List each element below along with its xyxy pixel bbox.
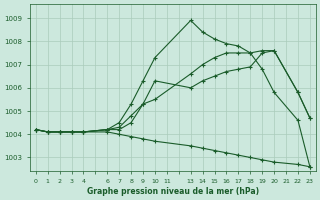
X-axis label: Graphe pression niveau de la mer (hPa): Graphe pression niveau de la mer (hPa)	[87, 187, 259, 196]
